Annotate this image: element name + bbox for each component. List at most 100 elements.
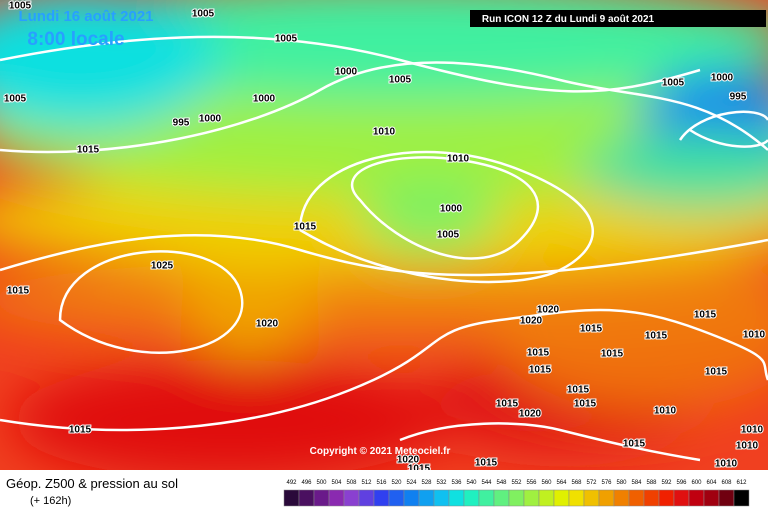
scale-swatch <box>283 489 300 507</box>
isobar-label: 1005 <box>275 34 298 45</box>
scale-label: 604 <box>706 480 717 486</box>
isobar-label: 1000 <box>253 94 276 105</box>
scale-label: 524 <box>406 480 417 486</box>
scale-swatch <box>388 489 405 507</box>
scale-label: 560 <box>541 480 552 486</box>
scale-label: 564 <box>556 480 567 486</box>
scale-swatch <box>418 489 435 507</box>
scale-label: 600 <box>691 480 702 486</box>
scale-swatch <box>703 489 720 507</box>
scale-swatch <box>433 489 450 507</box>
isobar-label: 1010 <box>715 459 738 470</box>
isobar-label: 1010 <box>736 441 759 452</box>
scale-swatch <box>508 489 525 507</box>
isobar-label: 1005 <box>389 75 412 86</box>
scale-label: 608 <box>721 480 732 486</box>
scale-swatch <box>688 489 705 507</box>
isobar-label: 1015 <box>567 385 590 396</box>
scale-label: 556 <box>526 480 537 486</box>
isobar-label: 1010 <box>373 127 396 138</box>
scale-swatch <box>583 489 600 507</box>
isobar-label: 1015 <box>580 324 603 335</box>
isobar-label: 1015 <box>623 439 646 450</box>
color-scale: 492 496 500 504 508 512 516 520 524 528 532 536 540 5… <box>283 480 750 507</box>
isobar-label: 1015 <box>7 286 30 297</box>
isobar-label: 1020 <box>520 316 543 327</box>
scale-swatch <box>448 489 465 507</box>
isobar-label: 1015 <box>496 399 519 410</box>
scale-label: 580 <box>616 480 627 486</box>
scale-label: 584 <box>631 480 642 486</box>
scale-label: 592 <box>661 480 672 486</box>
run: Run ICON 12 Z du Lundi 9 août 2021 <box>482 14 655 25</box>
isobar-label: 1015 <box>645 331 668 342</box>
time: 8:00 locale <box>27 29 124 50</box>
isobar-label: 1000 <box>335 67 358 78</box>
isobar-label: 1015 <box>694 310 717 321</box>
scale-label: 536 <box>451 480 462 486</box>
scale-label: 552 <box>511 480 522 486</box>
isobar-label: 1005 <box>662 78 685 89</box>
scale-label: 528 <box>421 480 432 486</box>
isobar-label: 1015 <box>77 145 100 156</box>
isobar-label: 1015 <box>601 349 624 360</box>
scale-swatch <box>463 489 480 507</box>
date: Lundi 16 août 2021 <box>18 8 153 25</box>
isobar-label: 1015 <box>527 348 550 359</box>
isobar-label: 995 <box>173 118 190 129</box>
scale-swatch <box>313 489 330 507</box>
scale-swatch <box>718 489 735 507</box>
copyright: Copyright © 2021 Meteociel.fr <box>310 446 451 457</box>
field <box>0 0 768 480</box>
isobars <box>0 35 768 462</box>
isobar-label: 1000 <box>440 204 463 215</box>
footer-lead: (+ 162h) <box>30 495 71 507</box>
run-box <box>470 10 766 27</box>
scale-swatch <box>568 489 585 507</box>
scale-label: 576 <box>601 480 612 486</box>
isobar-label: 1005 <box>437 230 460 241</box>
isobar-label: 1005 <box>9 1 32 12</box>
scale-swatch <box>613 489 630 507</box>
isobar-label: 1015 <box>529 365 552 376</box>
isobar-label: 1005 <box>4 94 27 105</box>
scale-swatch <box>733 489 750 507</box>
isobar-label: 1000 <box>711 73 734 84</box>
isobar-label: 1015 <box>69 425 92 436</box>
isobar-label: 1010 <box>447 154 470 165</box>
scale-swatch <box>673 489 690 507</box>
scale-swatch <box>298 489 315 507</box>
isobar-label: 1015 <box>294 222 317 233</box>
scale-label: 496 <box>301 480 312 486</box>
isobar-label: 1020 <box>256 319 279 330</box>
scale-label: 572 <box>586 480 597 486</box>
scale-swatch <box>523 489 540 507</box>
scale-swatch <box>493 489 510 507</box>
isobar-label: 1020 <box>519 409 542 420</box>
scale-swatch <box>598 489 615 507</box>
scale-label: 512 <box>361 480 372 486</box>
isobar-label: 995 <box>730 92 747 103</box>
isobar-label: 1015 <box>475 458 498 469</box>
isobar-label: 1020 <box>397 455 420 466</box>
scale-swatch <box>373 489 390 507</box>
scale-label: 504 <box>331 480 342 486</box>
scale-swatch <box>328 489 345 507</box>
scale-swatch <box>343 489 360 507</box>
scale-swatch <box>403 489 420 507</box>
isobar-label: 1000 <box>199 114 222 125</box>
scale-swatch <box>658 489 675 507</box>
scale-label: 588 <box>646 480 657 486</box>
scale-label: 548 <box>496 480 507 486</box>
scale-swatch <box>643 489 660 507</box>
scale-label: 568 <box>571 480 582 486</box>
scale-label: 492 <box>286 480 297 486</box>
scale-swatch <box>628 489 645 507</box>
scale-swatch <box>478 489 495 507</box>
scale-label: 596 <box>676 480 687 486</box>
isobar-label: 1025 <box>151 261 174 272</box>
scale-swatch <box>553 489 570 507</box>
scale-label: 508 <box>346 480 357 486</box>
isobar-label: 1010 <box>743 330 766 341</box>
